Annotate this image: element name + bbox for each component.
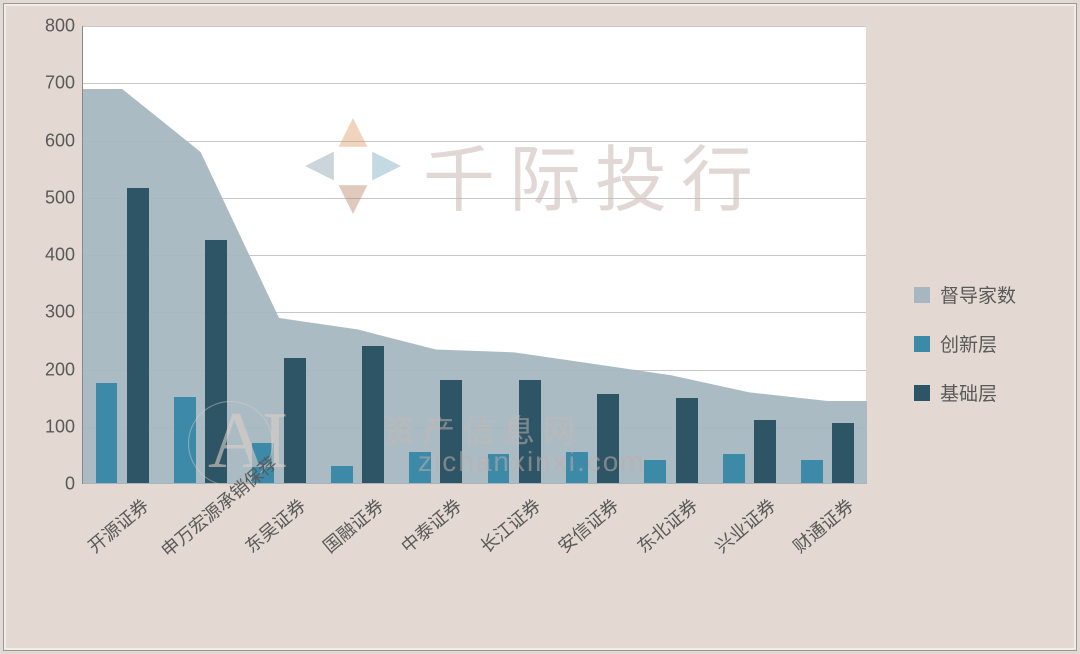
x-tick-label: 安信证券 [540, 483, 624, 562]
x-tick-label: 国融证券 [304, 483, 388, 562]
plot-area: 千际投行 AI 资产信息网 zichanxinxi.com 0100200300… [82, 26, 866, 484]
x-tick-label: 兴业证券 [696, 483, 780, 562]
bar-group [161, 26, 239, 483]
bar-group [397, 26, 475, 483]
bar-group [240, 26, 318, 483]
legend-swatch-icon [914, 336, 930, 352]
y-tick-label: 100 [45, 416, 83, 437]
legend: 督导家数创新层基础层 [914, 259, 1016, 428]
y-tick-label: 0 [65, 474, 83, 495]
chart-frame: 千际投行 AI 资产信息网 zichanxinxi.com 0100200300… [3, 3, 1077, 651]
y-tick-label: 600 [45, 130, 83, 151]
bar-group [789, 26, 867, 483]
x-tick-label: 中泰证券 [383, 483, 467, 562]
y-tick-label: 700 [45, 73, 83, 94]
bar-series2 [362, 346, 384, 483]
bars-layer [83, 26, 866, 483]
y-tick-label: 200 [45, 359, 83, 380]
bar-series1 [331, 466, 353, 483]
x-tick-label: 东北证券 [618, 483, 702, 562]
y-tick-label: 500 [45, 187, 83, 208]
bar-series2 [440, 380, 462, 483]
bar-series2 [754, 420, 776, 483]
legend-swatch-icon [914, 287, 930, 303]
x-tick-label: 申万宏源承销保荐 [148, 483, 232, 562]
bar-series1 [174, 397, 196, 483]
bar-group [710, 26, 788, 483]
bar-series2 [832, 423, 854, 483]
legend-swatch-icon [914, 385, 930, 401]
y-tick-label: 300 [45, 302, 83, 323]
legend-label: 创新层 [940, 330, 997, 357]
x-tick-label: 长江证券 [461, 483, 545, 562]
bar-group [318, 26, 396, 483]
legend-item: 督导家数 [914, 281, 1016, 308]
bar-series2 [519, 380, 541, 483]
x-tick-label: 财通证券 [775, 483, 859, 562]
legend-label: 基础层 [940, 379, 997, 406]
bar-series1 [566, 452, 588, 483]
bar-series1 [644, 460, 666, 483]
bar-series1 [96, 383, 118, 483]
legend-item: 创新层 [914, 330, 1016, 357]
bar-series2 [676, 398, 698, 483]
bar-series2 [127, 188, 149, 483]
y-tick-label: 400 [45, 245, 83, 266]
bar-series2 [597, 394, 619, 483]
bar-group [553, 26, 631, 483]
bar-series1 [723, 454, 745, 483]
bar-series1 [801, 460, 823, 483]
bar-series1 [409, 452, 431, 483]
bar-series2 [284, 358, 306, 483]
legend-label: 督导家数 [940, 281, 1016, 308]
bar-series2 [205, 240, 227, 483]
bar-group [632, 26, 710, 483]
legend-item: 基础层 [914, 379, 1016, 406]
x-tick-label: 开源证券 [69, 483, 153, 562]
bar-group [83, 26, 161, 483]
bar-series1 [488, 454, 510, 483]
y-tick-label: 800 [45, 16, 83, 37]
bar-group [475, 26, 553, 483]
